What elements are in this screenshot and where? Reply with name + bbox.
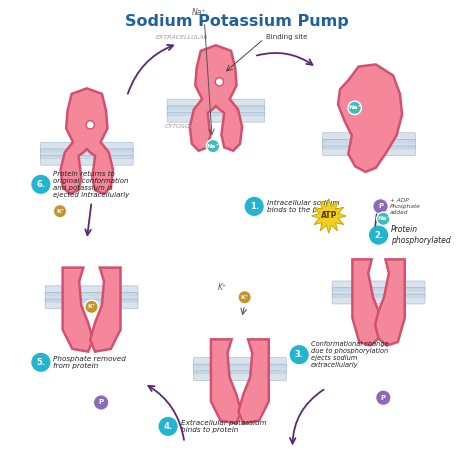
FancyBboxPatch shape (45, 286, 138, 295)
FancyBboxPatch shape (332, 288, 425, 297)
Circle shape (373, 199, 388, 214)
Circle shape (245, 197, 264, 216)
FancyBboxPatch shape (40, 142, 133, 152)
Text: Extracellular potassium
binds to protein: Extracellular potassium binds to protein (181, 420, 266, 433)
Text: ATP: ATP (320, 211, 337, 220)
Text: Intracellular sodium
binds to the protein: Intracellular sodium binds to the protei… (267, 200, 339, 213)
FancyBboxPatch shape (332, 281, 425, 291)
Circle shape (232, 466, 247, 474)
Circle shape (53, 204, 67, 218)
FancyBboxPatch shape (323, 146, 415, 155)
Text: P: P (378, 203, 383, 210)
Text: 5.: 5. (36, 358, 46, 367)
Text: Binding site: Binding site (265, 34, 307, 40)
Text: Protein
phosphorylated: Protein phosphorylated (391, 225, 451, 245)
FancyBboxPatch shape (167, 99, 264, 109)
Text: Na⁺: Na⁺ (192, 8, 206, 17)
FancyBboxPatch shape (323, 133, 415, 142)
Text: Sodium Potassium Pump: Sodium Potassium Pump (125, 14, 349, 29)
Text: P: P (237, 471, 242, 474)
Text: + ADP
Phosphate
added: + ADP Phosphate added (390, 198, 421, 215)
FancyBboxPatch shape (45, 299, 138, 309)
Polygon shape (61, 88, 113, 194)
FancyBboxPatch shape (193, 371, 286, 381)
Polygon shape (238, 339, 269, 423)
FancyBboxPatch shape (40, 149, 133, 158)
Text: K⁺: K⁺ (56, 209, 64, 214)
Circle shape (369, 226, 388, 245)
FancyBboxPatch shape (167, 106, 264, 116)
Circle shape (215, 78, 224, 86)
Circle shape (31, 353, 50, 372)
FancyBboxPatch shape (40, 155, 133, 165)
Text: K⁺: K⁺ (241, 295, 249, 300)
Text: Protein returns to
original conformation
and potassium is
ejected intracellularl: Protein returns to original conformation… (53, 171, 130, 198)
Circle shape (206, 139, 220, 153)
Text: Na⁺: Na⁺ (207, 144, 219, 149)
Circle shape (158, 417, 178, 436)
Text: Conformational change
due to phosphorylation
ejects sodium
extracellularly: Conformational change due to phosphoryla… (310, 341, 388, 368)
FancyBboxPatch shape (332, 294, 425, 304)
Text: K⁺: K⁺ (218, 283, 227, 292)
Circle shape (31, 175, 50, 194)
Circle shape (290, 345, 309, 364)
FancyBboxPatch shape (45, 292, 138, 302)
FancyBboxPatch shape (323, 139, 415, 149)
Circle shape (93, 395, 109, 410)
Text: 6.: 6. (36, 180, 46, 189)
Polygon shape (338, 64, 402, 172)
Text: Na⁺: Na⁺ (377, 216, 390, 221)
Polygon shape (190, 46, 242, 151)
Text: CYTOSOL: CYTOSOL (165, 125, 194, 129)
Text: Na⁺: Na⁺ (348, 105, 361, 110)
Polygon shape (352, 259, 382, 346)
Circle shape (238, 291, 251, 304)
Text: K⁺: K⁺ (88, 304, 96, 310)
Circle shape (376, 390, 391, 405)
Polygon shape (90, 268, 120, 352)
Polygon shape (211, 339, 241, 423)
Text: P: P (381, 395, 386, 401)
Text: 4.: 4. (164, 422, 173, 431)
Text: EXTRACELLULAR: EXTRACELLULAR (156, 35, 209, 39)
Polygon shape (311, 199, 346, 233)
Text: 3.: 3. (295, 350, 304, 359)
FancyBboxPatch shape (167, 113, 264, 122)
Text: 2.: 2. (374, 230, 383, 239)
Circle shape (86, 121, 94, 129)
Text: 1.: 1. (250, 202, 259, 211)
Polygon shape (375, 259, 405, 346)
Polygon shape (63, 268, 93, 352)
Text: P: P (99, 400, 104, 405)
Text: Phosphate removed
from protein: Phosphate removed from protein (53, 356, 126, 369)
FancyBboxPatch shape (193, 357, 286, 367)
Circle shape (85, 300, 98, 313)
Circle shape (348, 101, 361, 115)
FancyBboxPatch shape (193, 364, 286, 374)
Circle shape (377, 212, 390, 226)
